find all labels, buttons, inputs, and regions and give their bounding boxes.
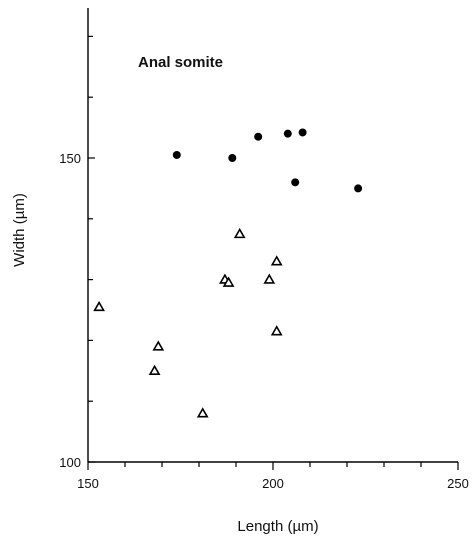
triangle-point xyxy=(148,364,161,375)
y-axis-label: Width (µm) xyxy=(11,193,28,267)
triangle-point xyxy=(152,340,165,351)
circle-point xyxy=(228,154,237,162)
x-axis-label: Length (µm) xyxy=(237,518,318,535)
triangle-point xyxy=(270,255,283,266)
triangle-point xyxy=(196,407,209,418)
circle-point xyxy=(283,129,292,138)
y-tick-label: 150 xyxy=(59,151,81,166)
x-tick-label: 250 xyxy=(447,476,469,491)
circle-point xyxy=(172,150,181,159)
x-tick-label: 150 xyxy=(77,476,99,491)
axes: 150 200 250 100 150 xyxy=(59,8,469,491)
triangle-point xyxy=(233,227,246,239)
circle-point xyxy=(298,128,307,137)
x-tick-label: 200 xyxy=(262,476,284,491)
circle-point xyxy=(291,178,300,187)
circle-point xyxy=(254,132,263,141)
triangle-point xyxy=(93,300,105,312)
triangle-point xyxy=(222,276,235,287)
chart-annotation: Anal somite xyxy=(138,54,223,71)
data-points xyxy=(93,128,363,418)
y-tick-label: 100 xyxy=(59,455,81,470)
circle-point xyxy=(354,184,363,193)
triangle-point xyxy=(263,273,276,284)
triangle-point xyxy=(270,325,283,336)
